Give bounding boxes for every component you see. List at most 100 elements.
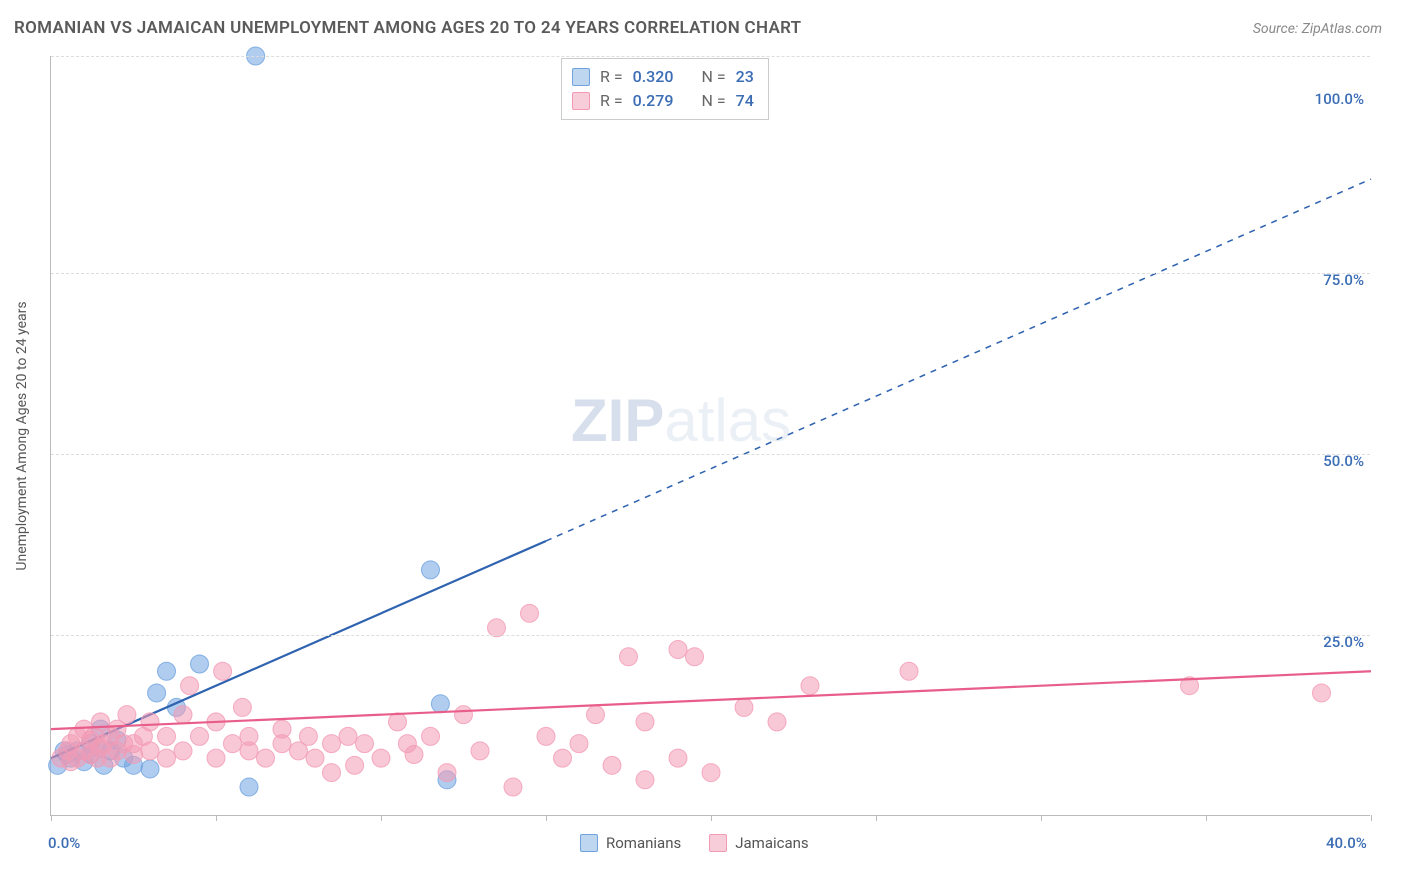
data-point — [240, 778, 258, 796]
data-point — [1313, 684, 1331, 702]
data-point — [141, 760, 159, 778]
data-point — [158, 727, 176, 745]
y-tick-label: 50.0% — [1323, 452, 1364, 470]
data-point — [431, 695, 449, 713]
data-point — [240, 727, 258, 745]
data-point — [422, 727, 440, 745]
grid-line — [51, 635, 1370, 636]
series-legend-label: Romanians — [606, 834, 681, 852]
x-tick — [546, 815, 547, 821]
x-tick — [1041, 815, 1042, 821]
data-point — [224, 735, 242, 753]
chart-title: ROMANIAN VS JAMAICAN UNEMPLOYMENT AMONG … — [14, 18, 801, 38]
x-tick — [381, 815, 382, 821]
stat-n-label: N = — [701, 89, 725, 113]
data-point — [471, 742, 489, 760]
data-point — [233, 698, 251, 716]
plot-area: ZIPatlas R =0.320N =23R =0.279N =74 25.0… — [50, 56, 1370, 816]
stat-r-label: R = — [600, 65, 623, 89]
legend-swatch — [572, 68, 590, 86]
y-axis-label: Unemployment Among Ages 20 to 24 years — [14, 301, 30, 570]
data-point — [118, 706, 136, 724]
data-point — [346, 756, 364, 774]
chart-container: ROMANIAN VS JAMAICAN UNEMPLOYMENT AMONG … — [0, 0, 1406, 892]
series-legend-item: Romanians — [580, 834, 681, 852]
data-point — [554, 749, 572, 767]
x-tick — [216, 815, 217, 821]
data-point — [257, 749, 275, 767]
grid-line — [51, 454, 1370, 455]
data-point — [422, 561, 440, 579]
data-point — [455, 706, 473, 724]
x-tick — [51, 815, 52, 821]
data-point — [521, 604, 539, 622]
scatter-svg — [51, 56, 1371, 816]
data-point — [438, 764, 456, 782]
data-point — [735, 698, 753, 716]
data-point — [669, 749, 687, 767]
data-point — [214, 662, 232, 680]
data-point — [273, 735, 291, 753]
data-point — [191, 727, 209, 745]
data-point — [504, 778, 522, 796]
x-tick — [876, 815, 877, 821]
trend-line-dashed — [546, 179, 1371, 541]
data-point — [405, 745, 423, 763]
data-point — [207, 749, 225, 767]
data-point — [603, 756, 621, 774]
data-point — [587, 706, 605, 724]
data-point — [323, 764, 341, 782]
series-legend-item: Jamaicans — [709, 834, 808, 852]
data-point — [181, 677, 199, 695]
grid-line — [51, 56, 1370, 57]
data-point — [389, 713, 407, 731]
stat-n-label: N = — [701, 65, 725, 89]
data-point — [801, 677, 819, 695]
legend-swatch — [572, 92, 590, 110]
data-point — [148, 684, 166, 702]
stat-r-value: 0.279 — [633, 89, 674, 113]
data-point — [636, 713, 654, 731]
x-tick — [1206, 815, 1207, 821]
data-point — [768, 713, 786, 731]
data-point — [339, 727, 357, 745]
stat-legend-row: R = 0.320 N = 23 — [572, 65, 754, 89]
data-point — [570, 735, 588, 753]
legend-swatch — [580, 834, 598, 852]
data-point — [174, 742, 192, 760]
stat-n-value: 74 — [736, 89, 754, 113]
data-point — [686, 648, 704, 666]
series-legend: Romanians Jamaicans — [580, 834, 809, 852]
stat-r-label: R = — [600, 89, 623, 113]
x-tick — [1371, 815, 1372, 821]
source-attribution: Source: ZipAtlas.com — [1253, 21, 1382, 37]
legend-swatch — [709, 834, 727, 852]
y-tick-label: 100.0% — [1315, 90, 1364, 108]
y-tick-label: 75.0% — [1323, 271, 1364, 289]
data-point — [702, 764, 720, 782]
stat-n-value: 23 — [736, 65, 754, 89]
header: ROMANIAN VS JAMAICAN UNEMPLOYMENT AMONG … — [0, 18, 1406, 38]
data-point — [158, 749, 176, 767]
data-point — [174, 706, 192, 724]
x-axis-label: 0.0% — [48, 834, 80, 852]
data-point — [141, 713, 159, 731]
data-point — [299, 727, 317, 745]
data-point — [900, 662, 918, 680]
data-point — [669, 641, 687, 659]
x-axis-label: 40.0% — [1326, 834, 1367, 852]
trend-line — [51, 671, 1371, 729]
data-point — [306, 749, 324, 767]
data-point — [158, 662, 176, 680]
stat-r-value: 0.320 — [633, 65, 674, 89]
data-point — [537, 727, 555, 745]
data-point — [356, 735, 374, 753]
data-point — [372, 749, 390, 767]
data-point — [191, 655, 209, 673]
data-point — [620, 648, 638, 666]
x-tick — [711, 815, 712, 821]
stat-legend-row: R = 0.279 N = 74 — [572, 89, 754, 113]
grid-line — [51, 273, 1370, 274]
stat-legend: R = 0.320 N = 23 R = 0.279 N = 74 — [561, 58, 769, 120]
y-tick-label: 25.0% — [1323, 633, 1364, 651]
